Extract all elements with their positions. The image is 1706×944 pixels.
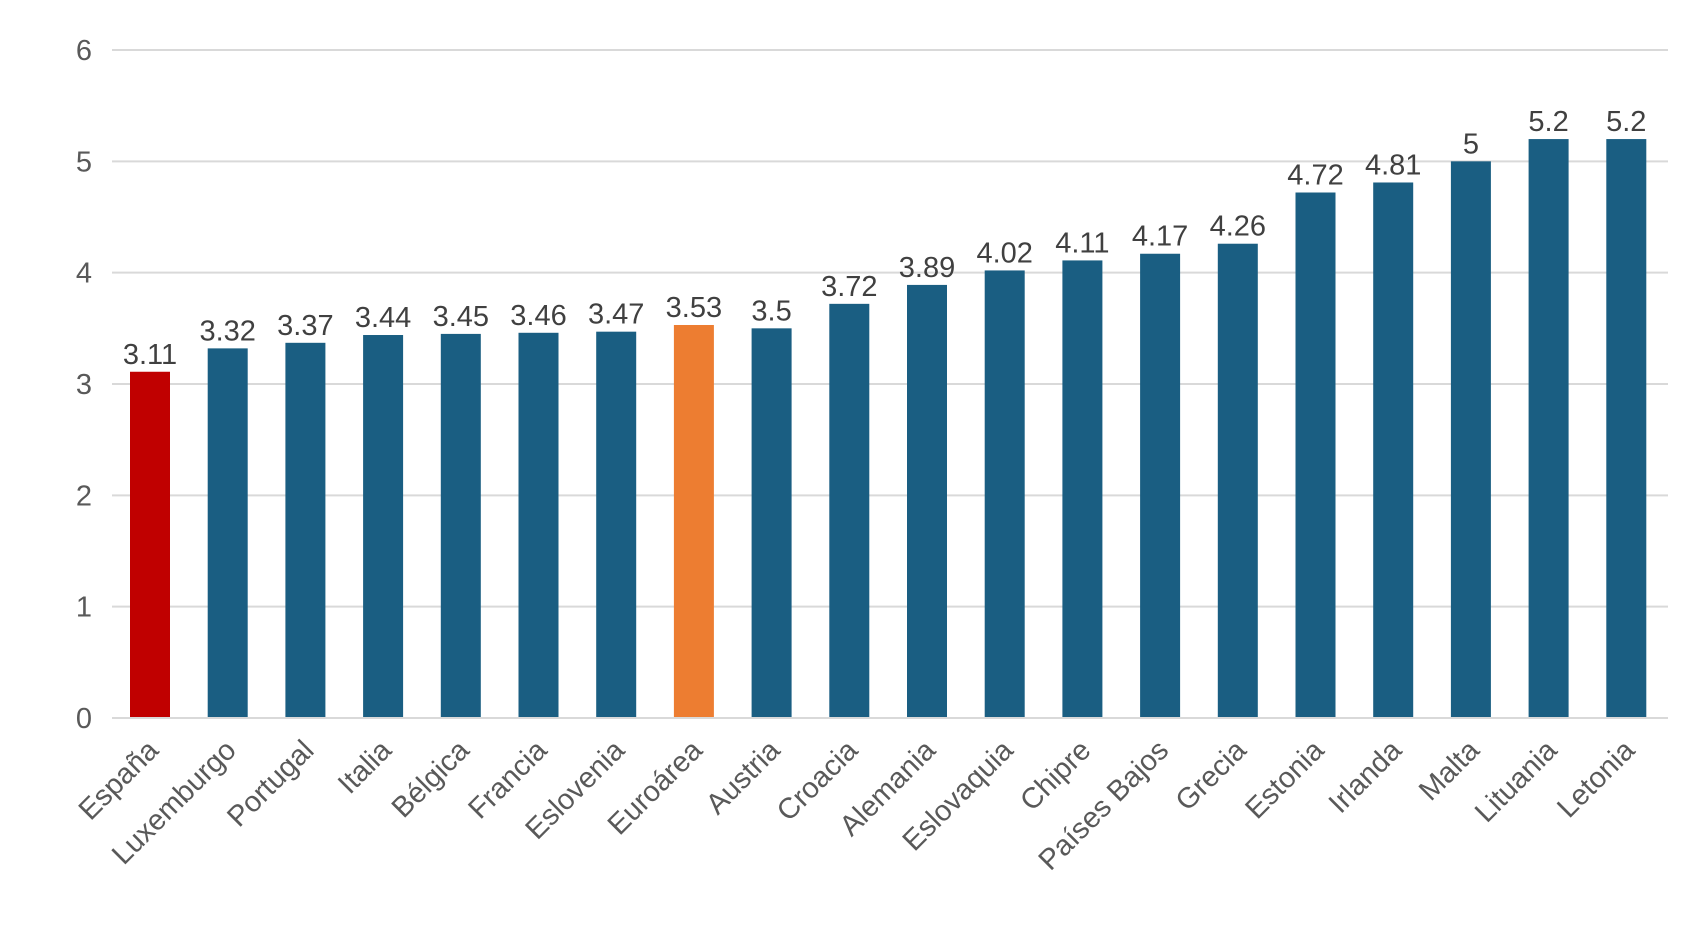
data-label: 5.2 [1528,106,1568,138]
bar-lituania [1528,139,1569,719]
data-label: 3.46 [510,300,566,332]
data-label: 4.72 [1287,160,1343,192]
bar-grecia [1217,243,1258,718]
y-tick-label: 3 [76,369,92,401]
bar-bélgica [440,333,481,718]
gridlines [112,49,1668,608]
x-tick-label: Irlanda [1323,734,1409,820]
data-label: 3.44 [355,302,411,334]
bar-austria [751,328,792,718]
x-tick-label: Bélgica [386,734,476,824]
x-tick-label: Portugal [221,734,320,833]
bar-españa [130,371,170,718]
bar-estonia [1295,192,1336,719]
data-labels: 3.11 3.32 3.37 3.44 3.45 3.46 3.47 3.53 3.5 3.72 3… [123,106,1647,371]
bar-alemania [907,284,947,718]
bar-chipre [1062,260,1103,718]
bar-eslovaquia [984,270,1025,718]
y-tick-label: 1 [76,592,92,624]
y-tick-label: 5 [76,146,92,178]
x-tick-label: Italia [332,734,399,801]
y-tick-label: 2 [76,480,92,512]
y-tick-label: 0 [76,703,92,735]
data-label: 4.17 [1132,221,1188,253]
data-label: 3.47 [588,299,644,331]
bar-italia [363,335,404,718]
data-label: 3.45 [433,301,489,333]
data-label: 3.53 [666,292,722,324]
y-tick-label: 6 [76,35,92,67]
y-axis-tick-labels: 0 1 2 3 4 5 6 [76,35,92,735]
x-tick-label: Lituania [1469,734,1564,829]
bar-luxemburgo [207,348,248,718]
data-label: 4.11 [1055,227,1109,259]
bar-malta [1450,161,1491,719]
bar-irlanda [1373,182,1414,718]
data-label: 3.89 [899,252,955,284]
data-label: 4.26 [1210,211,1266,243]
y-tick-label: 4 [76,258,92,290]
data-label: 3.11 [123,339,177,371]
data-label: 5.2 [1606,106,1646,138]
bar-portugal [285,342,326,718]
data-label: 3.32 [199,315,255,347]
data-label: 3.5 [751,295,791,327]
data-label: 5 [1463,128,1479,160]
data-label: 4.02 [976,237,1032,269]
bar-eslovenia [596,331,637,718]
data-label: 3.37 [277,310,333,342]
data-label: 4.81 [1365,149,1421,181]
bar-euroárea [673,324,714,718]
x-tick-label: Letonia [1551,734,1642,825]
data-label: 3.72 [821,271,877,303]
bar-letonia [1606,139,1647,719]
bars [130,139,1647,719]
bar-croacia [829,303,870,718]
bar-países-bajos [1140,253,1181,719]
x-tick-label: Estonia [1239,734,1331,826]
x-tick-label: Malta [1413,734,1486,807]
bar-francia [518,332,559,718]
